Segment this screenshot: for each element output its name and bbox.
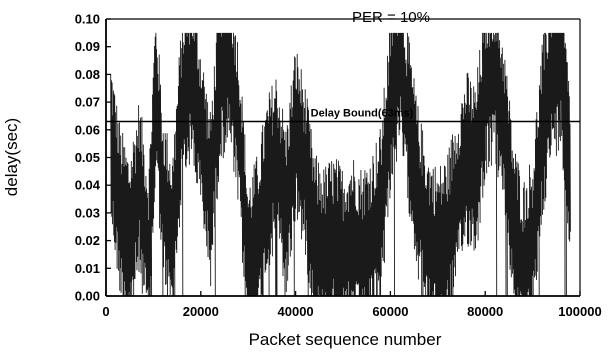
y-tick-label: 0.01 xyxy=(75,261,100,276)
y-tick-label: 0.07 xyxy=(75,95,100,110)
delay-bound-label: Delay Bound(63ms) xyxy=(311,107,414,119)
y-tick-label: 0.05 xyxy=(75,150,100,165)
plot-area xyxy=(110,32,571,297)
y-axis-title: delay(sec) xyxy=(2,118,21,196)
y-ticks: 0.00 0.01 0.02 0.03 0.04 0.05 0.06 0.07 0.08 0.09… xyxy=(75,12,111,304)
axes xyxy=(105,18,581,297)
y-tick-label: 0.00 xyxy=(75,289,100,304)
y-tick-label: 0.03 xyxy=(75,205,100,220)
y-tick-label: 0.04 xyxy=(75,178,101,193)
x-axis-title: Packet sequence number xyxy=(249,330,442,349)
y-tick-label: 0.10 xyxy=(75,12,100,27)
y-tick-label: 0.09 xyxy=(75,39,100,54)
x-tick-label: 60000 xyxy=(372,304,408,319)
x-tick-label: 80000 xyxy=(467,304,503,319)
series-line xyxy=(110,32,571,297)
x-tick-label: 40000 xyxy=(278,304,314,319)
x-ticks: 0 20000 40000 60000 80000 100000 xyxy=(102,291,602,319)
y-tick-label: 0.06 xyxy=(75,122,100,137)
chart-title: PER = 10% xyxy=(352,9,430,26)
x-tick-label: 0 xyxy=(102,304,109,319)
y-tick-label: 0.02 xyxy=(75,233,100,248)
x-tick-label: 20000 xyxy=(183,304,219,319)
x-tick-label: 100000 xyxy=(558,304,601,319)
y-tick-label: 0.08 xyxy=(75,67,100,82)
